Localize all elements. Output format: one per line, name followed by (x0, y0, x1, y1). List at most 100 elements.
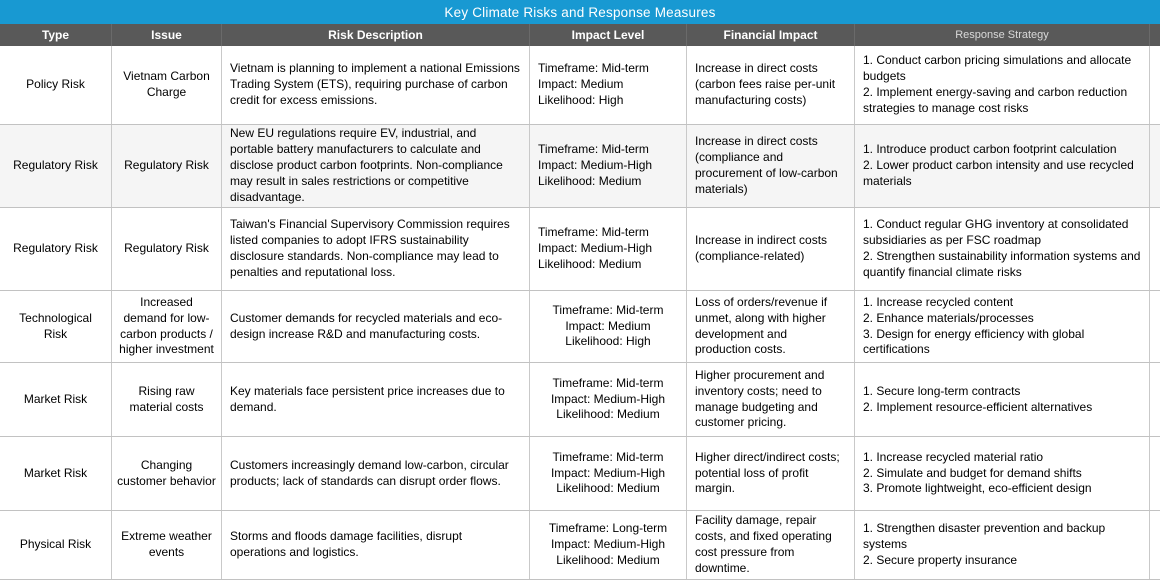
cell-spacer (1150, 437, 1160, 510)
cell-impact-level: Timeframe: Mid-term Impact: Medium Likel… (530, 291, 687, 362)
impact-severity: Impact: Medium-High (538, 158, 653, 173)
cell-response-strategy: 1. Increase recycled material ratio 2. S… (855, 437, 1150, 510)
cell-issue: Changing customer behavior (112, 437, 222, 510)
cell-type: Market Risk (0, 437, 112, 510)
cell-type: Technological Risk (0, 291, 112, 362)
impact-likelihood: Likelihood: Medium (538, 173, 642, 188)
strategy-item: 1. Conduct regular GHG inventory at cons… (863, 217, 1129, 248)
impact-timeframe: Timeframe: Mid-term (538, 142, 649, 157)
cell-risk-description: Storms and floods damage facilities, dis… (222, 511, 530, 579)
cell-issue: Regulatory Risk (112, 208, 222, 290)
column-header-risk-description: Risk Description (222, 24, 530, 46)
table-row: Physical Risk Extreme weather events Sto… (0, 511, 1160, 580)
strategy-item: 2. Secure property insurance (863, 552, 1018, 567)
strategy-item: 1. Introduce product carbon footprint ca… (863, 142, 1117, 157)
page-title: Key Climate Risks and Response Measures (444, 4, 716, 20)
strategy-item: 1. Secure long-term contracts (863, 383, 1021, 398)
strategy-item: 1. Increase recycled material ratio (863, 449, 1044, 464)
cell-response-strategy: 1. Introduce product carbon footprint ca… (855, 125, 1150, 207)
impact-severity: Impact: Medium-High (538, 241, 653, 256)
impact-likelihood: Likelihood: High (565, 334, 651, 349)
column-header-type: Type (0, 24, 112, 46)
impact-timeframe: Timeframe: Mid-term (538, 61, 649, 76)
cell-spacer (1150, 511, 1160, 579)
cell-issue: Extreme weather events (112, 511, 222, 579)
strategy-item: 2. Lower product carbon intensity and us… (863, 158, 1134, 188)
cell-risk-description: New EU regulations require EV, industria… (222, 125, 530, 207)
impact-severity: Impact: Medium-High (550, 391, 666, 406)
column-header-impact-level: Impact Level (530, 24, 687, 46)
cell-financial-impact: Increase in indirect costs (compliance-r… (687, 208, 855, 290)
cell-spacer (1150, 291, 1160, 362)
cell-issue: Regulatory Risk (112, 125, 222, 207)
cell-response-strategy: 1. Strengthen disaster prevention and ba… (855, 511, 1150, 579)
impact-timeframe: Timeframe: Mid-term (538, 225, 649, 240)
impact-severity: Impact: Medium-High (550, 465, 666, 480)
cell-response-strategy: 1. Secure long-term contracts 2. Impleme… (855, 363, 1150, 436)
cell-impact-level: Timeframe: Long-term Impact: Medium-High… (530, 511, 687, 579)
strategy-item: 3. Promote lightweight, eco-efficient de… (863, 481, 1092, 496)
cell-financial-impact: Increase in direct costs (carbon fees ra… (687, 46, 855, 124)
cell-impact-level: Timeframe: Mid-term Impact: Medium-High … (530, 437, 687, 510)
cell-type: Regulatory Risk (0, 125, 112, 207)
table-header-row: Type Issue Risk Description Impact Level… (0, 24, 1160, 46)
cell-risk-description: Customers increasingly demand low-carbon… (222, 437, 530, 510)
cell-spacer (1150, 208, 1160, 290)
cell-financial-impact: Facility damage, repair costs, and fixed… (687, 511, 855, 579)
table-row: Regulatory Risk Regulatory Risk New EU r… (0, 125, 1160, 208)
table-row: Regulatory Risk Regulatory Risk Taiwan's… (0, 208, 1160, 291)
cell-spacer (1150, 125, 1160, 207)
column-header-issue: Issue (112, 24, 222, 46)
impact-severity: Impact: Medium (538, 77, 624, 92)
impact-severity: Impact: Medium (565, 318, 651, 333)
impact-timeframe: Timeframe: Mid-term (552, 449, 664, 464)
table-row: Policy Risk Vietnam Carbon Charge Vietna… (0, 46, 1160, 125)
impact-severity: Impact: Medium-High (550, 537, 666, 552)
impact-likelihood: Likelihood: Medium (538, 256, 642, 271)
strategy-item: 1. Strengthen disaster prevention and ba… (863, 521, 1106, 552)
column-header-response-strategy: Response Strategy (855, 24, 1150, 46)
cell-issue: Increased demand for low-carbon products… (112, 291, 222, 362)
cell-risk-description: Taiwan's Financial Supervisory Commissio… (222, 208, 530, 290)
column-header-spacer (1150, 24, 1160, 46)
table-title-bar: Key Climate Risks and Response Measures (0, 0, 1160, 24)
impact-timeframe: Timeframe: Mid-term (552, 302, 664, 317)
strategy-item: 2. Strengthen sustainability information… (863, 249, 1141, 279)
cell-financial-impact: Higher procurement and inventory costs; … (687, 363, 855, 436)
cell-financial-impact: Loss of orders/revenue if unmet, along w… (687, 291, 855, 362)
cell-type: Policy Risk (0, 46, 112, 124)
cell-issue: Vietnam Carbon Charge (112, 46, 222, 124)
impact-timeframe: Timeframe: Mid-term (552, 375, 664, 390)
impact-timeframe: Timeframe: Long-term (548, 521, 668, 536)
strategy-item: 2. Enhance materials/processes (863, 310, 1034, 325)
cell-spacer (1150, 363, 1160, 436)
impact-likelihood: Likelihood: Medium (556, 481, 660, 496)
cell-impact-level: Timeframe: Mid-term Impact: Medium-High … (530, 363, 687, 436)
cell-response-strategy: 1. Increase recycled content 2. Enhance … (855, 291, 1150, 362)
table-row: Technological Risk Increased demand for … (0, 291, 1160, 363)
cell-risk-description: Vietnam is planning to implement a natio… (222, 46, 530, 124)
strategy-item: 1. Increase recycled content (863, 294, 1014, 309)
cell-type: Regulatory Risk (0, 208, 112, 290)
strategy-item: 2. Simulate and budget for demand shifts (863, 465, 1082, 480)
cell-response-strategy: 1. Conduct carbon pricing simulations an… (855, 46, 1150, 124)
cell-financial-impact: Increase in direct costs (compliance and… (687, 125, 855, 207)
cell-risk-description: Key materials face persistent price incr… (222, 363, 530, 436)
table-row: Market Risk Changing customer behavior C… (0, 437, 1160, 511)
strategy-item: 2. Implement resource-efficient alternat… (863, 399, 1093, 414)
strategy-item: 2. Implement energy-saving and carbon re… (863, 85, 1128, 115)
cell-response-strategy: 1. Conduct regular GHG inventory at cons… (855, 208, 1150, 290)
cell-type: Physical Risk (0, 511, 112, 579)
column-header-financial-impact: Financial Impact (687, 24, 855, 46)
impact-likelihood: Likelihood: High (538, 92, 624, 107)
cell-impact-level: Timeframe: Mid-term Impact: Medium Likel… (530, 46, 687, 124)
cell-issue: Rising raw material costs (112, 363, 222, 436)
cell-type: Market Risk (0, 363, 112, 436)
cell-impact-level: Timeframe: Mid-term Impact: Medium-High … (530, 125, 687, 207)
cell-risk-description: Customer demands for recycled materials … (222, 291, 530, 362)
cell-impact-level: Timeframe: Mid-term Impact: Medium-High … (530, 208, 687, 290)
cell-financial-impact: Higher direct/indirect costs; potential … (687, 437, 855, 510)
impact-likelihood: Likelihood: Medium (556, 407, 660, 422)
impact-likelihood: Likelihood: Medium (556, 552, 660, 567)
strategy-item: 3. Design for energy efficiency with glo… (863, 326, 1085, 357)
